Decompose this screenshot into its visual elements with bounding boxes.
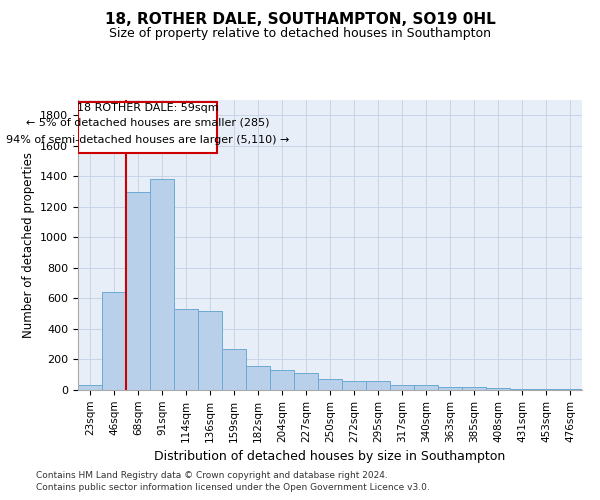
Text: 94% of semi-detached houses are larger (5,110) →: 94% of semi-detached houses are larger (…	[6, 134, 289, 144]
Text: Contains public sector information licensed under the Open Government Licence v3: Contains public sector information licen…	[36, 484, 430, 492]
Bar	[78, 386, 102, 390]
Bar	[150, 180, 174, 390]
Bar	[270, 370, 294, 390]
Text: 18, ROTHER DALE, SOUTHAMPTON, SO19 0HL: 18, ROTHER DALE, SOUTHAMPTON, SO19 0HL	[104, 12, 496, 28]
Bar	[222, 349, 246, 390]
Bar	[318, 380, 342, 390]
Bar	[486, 388, 510, 390]
Text: ← 5% of detached houses are smaller (285): ← 5% of detached houses are smaller (285…	[26, 118, 269, 128]
Bar	[246, 366, 270, 390]
Bar	[414, 386, 438, 390]
Bar	[342, 381, 366, 390]
Bar	[366, 381, 390, 390]
X-axis label: Distribution of detached houses by size in Southampton: Distribution of detached houses by size …	[154, 450, 506, 463]
Text: Contains HM Land Registry data © Crown copyright and database right 2024.: Contains HM Land Registry data © Crown c…	[36, 471, 388, 480]
Bar	[390, 386, 414, 390]
Bar	[294, 373, 318, 390]
Bar	[174, 309, 198, 390]
Bar	[510, 389, 534, 390]
Text: Size of property relative to detached houses in Southampton: Size of property relative to detached ho…	[109, 28, 491, 40]
Bar	[198, 310, 222, 390]
Text: 18 ROTHER DALE: 59sqm: 18 ROTHER DALE: 59sqm	[77, 102, 218, 113]
Bar	[462, 388, 486, 390]
Bar	[558, 389, 582, 390]
Bar	[126, 192, 150, 390]
Y-axis label: Number of detached properties: Number of detached properties	[22, 152, 35, 338]
Bar	[438, 387, 462, 390]
Bar	[534, 389, 558, 390]
Bar	[102, 292, 126, 390]
Bar	[78, 102, 217, 152]
